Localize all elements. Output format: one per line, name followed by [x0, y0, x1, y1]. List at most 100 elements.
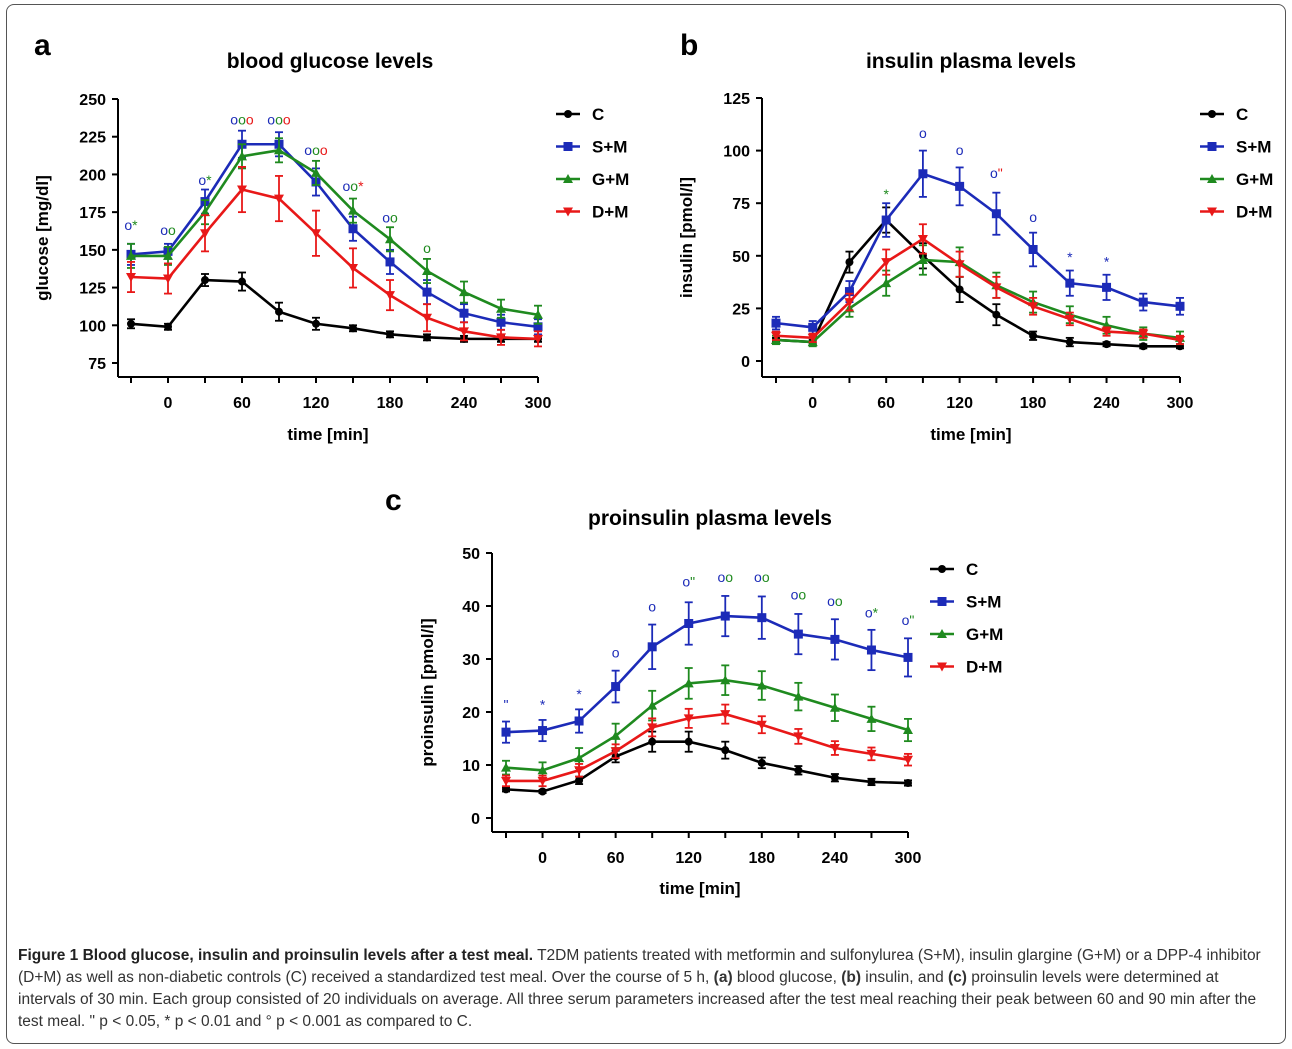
data-point	[1102, 282, 1112, 292]
data-point	[312, 319, 320, 328]
legend-marker	[1207, 174, 1217, 183]
data-point	[991, 209, 1001, 219]
x-tick-label: 0	[538, 850, 547, 867]
significance-symbol: o	[320, 142, 328, 158]
legend-marker	[937, 597, 947, 606]
data-point	[201, 276, 209, 285]
data-point	[648, 737, 657, 746]
significance-symbol: o	[956, 142, 964, 158]
caption-segment: T2DM patients treated with metformin and…	[18, 947, 1261, 986]
y-tick-label: 100	[723, 144, 750, 161]
figure-frame	[6, 4, 1286, 1044]
legend-label: G+M	[592, 170, 629, 189]
legend-marker	[1207, 142, 1217, 151]
x-tick-label: 240	[822, 850, 849, 867]
data-point	[683, 714, 694, 724]
y-tick-label: 50	[462, 546, 480, 563]
data-point	[793, 691, 804, 701]
x-tick-label: 0	[164, 395, 173, 412]
data-point	[721, 746, 730, 755]
significance-symbol: o	[798, 587, 806, 603]
data-point	[1028, 244, 1038, 254]
data-point	[793, 629, 803, 639]
legend-marker	[937, 662, 947, 672]
significance-symbol: o	[342, 178, 350, 194]
y-tick-label: 125	[723, 91, 750, 108]
data-point	[348, 263, 358, 273]
significance-mark: "	[504, 696, 509, 712]
x-tick-label: 180	[748, 850, 775, 867]
data-point	[1175, 301, 1185, 311]
y-tick-label: 75	[88, 356, 106, 373]
data-point	[238, 277, 246, 286]
significance-symbol: "	[690, 573, 695, 589]
x-tick-label: 300	[525, 395, 552, 412]
data-point	[954, 260, 965, 270]
x-tick-label: 60	[607, 850, 625, 867]
figure-caption: Figure 1 Blood glucose, insulin and proi…	[18, 945, 1280, 1033]
series-C	[127, 271, 542, 343]
significance-mark: o	[919, 125, 927, 141]
data-point	[274, 194, 284, 204]
significance-symbol: "	[504, 696, 509, 712]
data-point	[1101, 327, 1112, 337]
caption-segment: (c)	[948, 969, 967, 986]
data-point	[126, 273, 136, 283]
significance-mark: o	[648, 598, 656, 614]
y-tick-label: 25	[732, 301, 750, 318]
data-point	[720, 675, 731, 685]
y-axis-label: insulin [pmol/l]	[677, 177, 696, 298]
significance-symbol: o	[725, 569, 733, 585]
legend-label: C	[966, 560, 978, 579]
data-point	[917, 255, 928, 265]
data-point	[918, 169, 928, 179]
legend-marker	[938, 565, 946, 573]
significance-mark: oo	[717, 569, 733, 585]
legend-label: G+M	[1236, 170, 1273, 189]
data-point	[164, 322, 172, 331]
y-tick-label: 150	[79, 243, 106, 260]
series-C	[502, 730, 912, 796]
significance-symbol: *	[132, 217, 138, 233]
data-point	[955, 181, 965, 191]
legend-marker	[937, 629, 947, 638]
y-tick-label: 225	[79, 130, 106, 147]
data-point	[829, 744, 840, 754]
series-line	[775, 172, 1181, 329]
series-line	[506, 712, 909, 783]
data-point	[647, 642, 657, 652]
x-axis-label: time [min]	[930, 425, 1011, 444]
series-D+M	[126, 165, 543, 348]
data-point	[502, 785, 510, 794]
series-line	[505, 678, 909, 772]
data-point	[917, 234, 928, 244]
significance-symbol: o	[754, 569, 762, 585]
y-tick-label: 10	[462, 758, 480, 775]
data-point	[501, 727, 511, 737]
significance-mark: ooo	[267, 112, 291, 128]
x-tick-label: 120	[303, 395, 330, 412]
significance-mark: o	[956, 142, 964, 158]
significance-symbol: o	[160, 222, 168, 238]
data-point	[866, 713, 877, 723]
data-point	[533, 309, 543, 319]
significance-symbol: o	[919, 125, 927, 141]
data-point	[537, 776, 548, 786]
caption-segment: insulin, and	[860, 969, 949, 986]
series-line	[775, 218, 1180, 348]
data-point	[611, 682, 621, 692]
data-point	[684, 618, 694, 628]
significance-mark: o	[612, 644, 620, 660]
series-line	[130, 142, 539, 329]
significance-symbol: "	[998, 165, 1003, 181]
significance-symbol: o	[762, 569, 770, 585]
significance-symbol: o	[682, 573, 690, 589]
caption-body: T2DM patients treated with metformin and…	[18, 947, 1261, 1030]
data-point	[422, 265, 432, 275]
series-line	[130, 278, 538, 341]
y-tick-label: 75	[732, 196, 750, 213]
figure-charts: a blood glucose levels7510012515017520022…	[33, 29, 1273, 898]
data-point	[574, 766, 585, 776]
data-point	[459, 308, 469, 318]
data-point	[574, 753, 585, 763]
